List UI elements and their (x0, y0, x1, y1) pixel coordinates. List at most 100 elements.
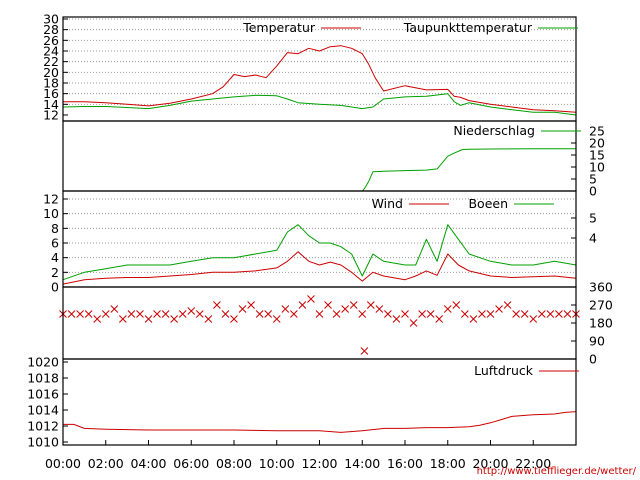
wind-direction-marker (161, 310, 170, 318)
wind-direction-marker (101, 310, 110, 318)
right-tick-label-wind-5: 5 (589, 211, 597, 226)
wind-direction-marker (204, 315, 213, 323)
right-tick-label-wind_direction-360: 360 (589, 280, 613, 295)
wind-direction-marker (409, 319, 418, 327)
wind-direction-marker (221, 310, 230, 318)
wind-direction-marker (255, 310, 264, 318)
wind-direction-marker (170, 315, 179, 323)
right-tick-label-precipitation-20: 20 (589, 136, 605, 151)
wind-direction-marker (93, 315, 102, 323)
left-tick-label-pressure-1014: 1014 (27, 403, 59, 418)
series-line-temperatur (63, 45, 577, 113)
wind-direction-marker (529, 315, 538, 323)
wind-direction-marker (384, 310, 392, 318)
wind-direction-marker (298, 301, 307, 309)
legend-label-luftdruck: Luftdruck (474, 363, 534, 378)
wind-direction-marker (341, 305, 350, 313)
time-tick-label: 20:00 (472, 456, 508, 471)
left-tick-label-temperature-28: 28 (43, 22, 59, 37)
left-tick-label-wind-12: 12 (43, 192, 59, 207)
left-tick-label-wind-0: 0 (51, 280, 59, 295)
series-line-taupunkttemperatur (62, 93, 577, 116)
wind-direction-marker (272, 315, 281, 323)
left-tick-label-temperature-26: 26 (43, 33, 59, 48)
wind-direction-marker (520, 310, 529, 318)
wind-direction-marker (136, 310, 144, 318)
left-tick-label-pressure-1016: 1016 (27, 387, 59, 402)
time-tick-label: 18:00 (430, 456, 466, 471)
left-tick-label-temperature-14: 14 (43, 97, 59, 112)
wind-direction-marker (213, 301, 221, 309)
frame-layer (62, 16, 577, 446)
wind-direction-marker (358, 310, 367, 318)
wind-direction-marker (366, 301, 375, 309)
left-tick-label-temperature-20: 20 (43, 65, 59, 80)
legend-label-niederschlag: Niederschlag (453, 123, 535, 138)
time-tick-label: 08:00 (216, 456, 252, 471)
wind-direction-marker (469, 315, 478, 323)
left-tick-label-wind-6: 6 (51, 236, 59, 251)
series-layer (59, 45, 580, 433)
left-tick-label-pressure-1018: 1018 (27, 371, 59, 386)
wind-direction-marker (264, 310, 273, 318)
wind-direction-marker (289, 310, 298, 318)
left-tick-label-wind-10: 10 (43, 206, 59, 221)
right-tick-label-wind_direction-180: 180 (589, 316, 613, 331)
wind-direction-marker (178, 310, 187, 318)
left-tick-label-temperature-24: 24 (43, 44, 59, 59)
wind-direction-marker (460, 310, 469, 318)
wind-direction-marker (435, 315, 444, 323)
right-tick-label-wind_direction-0: 0 (589, 352, 597, 367)
wind-direction-marker (195, 310, 204, 318)
time-tick-label: 02:00 (88, 456, 124, 471)
left-tick-label-wind-4: 4 (51, 250, 59, 265)
wind-direction-marker (537, 310, 546, 318)
source-credit: http://www.tiefflieger.de/wetter/ (477, 466, 637, 477)
left-tick-label-temperature-30: 30 (43, 12, 59, 27)
left-tick-label-temperature-12: 12 (43, 108, 59, 123)
right-tick-label-wind-4: 4 (589, 231, 597, 246)
legend-label-temperatur: Temperatur (242, 20, 316, 35)
wind-direction-marker (443, 305, 452, 313)
right-tick-label-precipitation-15: 15 (589, 148, 605, 163)
legend-label-wind: Wind (372, 196, 403, 211)
wind-direction-marker (238, 305, 247, 313)
wind-direction-marker (375, 305, 384, 313)
wind-direction-marker (452, 301, 461, 309)
left-tick-label-temperature-22: 22 (43, 54, 59, 69)
wind-direction-marker (401, 310, 409, 318)
panel-frame-wind_direction (62, 286, 577, 360)
legend-label-boeen: Boeen (468, 196, 508, 211)
time-tick-label: 14:00 (344, 456, 380, 471)
wind-direction-marker (360, 347, 369, 355)
grid-layer (63, 18, 576, 273)
wind-direction-marker (247, 301, 255, 309)
left-tick-label-temperature-18: 18 (43, 76, 59, 91)
time-tick-label: 12:00 (301, 456, 337, 471)
wind-direction-marker (153, 310, 161, 318)
wind-direction-marker (495, 305, 503, 313)
left-tick-label-wind-2: 2 (51, 265, 59, 280)
wind-direction-marker (144, 315, 153, 323)
time-tick-label: 00:00 (45, 456, 81, 471)
right-tick-label-precipitation-25: 25 (589, 124, 605, 139)
wind-direction-marker (503, 301, 512, 309)
legend-layer: Temperatur Taupunkttemperatur Niederschlag… (242, 20, 581, 378)
wind-direction-marker (230, 315, 238, 323)
wind-direction-marker (418, 310, 426, 318)
time-tick-label: 06:00 (173, 456, 209, 471)
wind-direction-marker (307, 295, 315, 303)
wind-direction-marker (392, 315, 401, 323)
tick-layer: 1214161820222426283005101520250246810124… (27, 12, 613, 472)
series-line-luftdruck (63, 411, 577, 433)
wind-direction-marker (486, 310, 495, 318)
wind-direction-marker (426, 310, 435, 318)
wind-direction-marker (281, 305, 290, 313)
left-tick-label-wind-8: 8 (51, 221, 59, 236)
wind-direction-marker (67, 310, 76, 318)
time-tick-label: 10:00 (259, 456, 295, 471)
time-tick-label: 16:00 (387, 456, 423, 471)
wind-direction-marker (84, 310, 93, 318)
wind-direction-marker (546, 310, 555, 318)
